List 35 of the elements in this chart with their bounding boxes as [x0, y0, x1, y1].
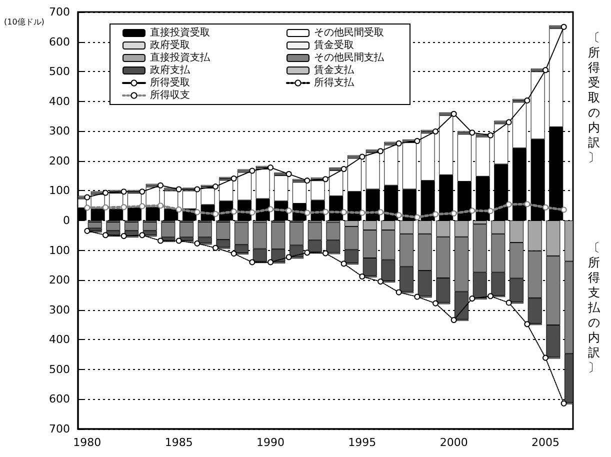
x-tick-label: 1990 — [256, 436, 284, 449]
y-tick-label: 700 — [49, 422, 70, 436]
x-tick-label: 1985 — [164, 436, 193, 449]
legend-label: 所得収支 — [150, 89, 190, 101]
legend-label: その他民間受取 — [314, 26, 384, 38]
y-tick-label: 100 — [49, 244, 70, 257]
y-axis-title: (10億ドル) — [4, 18, 44, 26]
legend-label: 所得支払 — [314, 76, 355, 88]
y-tick-label: 200 — [49, 274, 70, 287]
x-tick-label: 1980 — [73, 436, 102, 449]
x-tick-label: 2000 — [440, 436, 468, 449]
legend-label: 賃金受取 — [314, 39, 354, 51]
y-tick-label: 700 — [49, 6, 70, 18]
y-tick-label: 300 — [49, 303, 70, 316]
x-tick-label: 1995 — [348, 436, 376, 449]
y-tick-label: 400 — [49, 94, 70, 108]
y-tick-label: 600 — [49, 392, 70, 406]
y-tick-label: 500 — [49, 65, 70, 78]
y-tick-label: 0 — [63, 214, 70, 227]
y-tick-label: 100 — [49, 184, 70, 198]
legend-label: 所得受取 — [150, 76, 190, 88]
text: 〔所得支払の内訳〕 — [588, 240, 600, 374]
y-tick-label: 200 — [49, 154, 70, 168]
x-tick-label: 2005 — [532, 436, 560, 449]
legend-label: 直接投資支払 — [150, 52, 211, 64]
legend-label: その他民間支払 — [314, 52, 385, 64]
y-tick-label: 500 — [49, 362, 70, 376]
y-tick-label: 300 — [49, 124, 70, 138]
legend-label: 政府受取 — [150, 39, 190, 51]
legend-label: 直接投資受取 — [150, 26, 210, 38]
y-tick-label: 600 — [49, 35, 70, 48]
legend-label: 賃金支払 — [314, 64, 355, 76]
y-tick-label: 400 — [49, 333, 70, 346]
text: 〔所得受取の内訳〕 — [588, 30, 600, 164]
legend-label: 政府支払 — [150, 64, 191, 76]
